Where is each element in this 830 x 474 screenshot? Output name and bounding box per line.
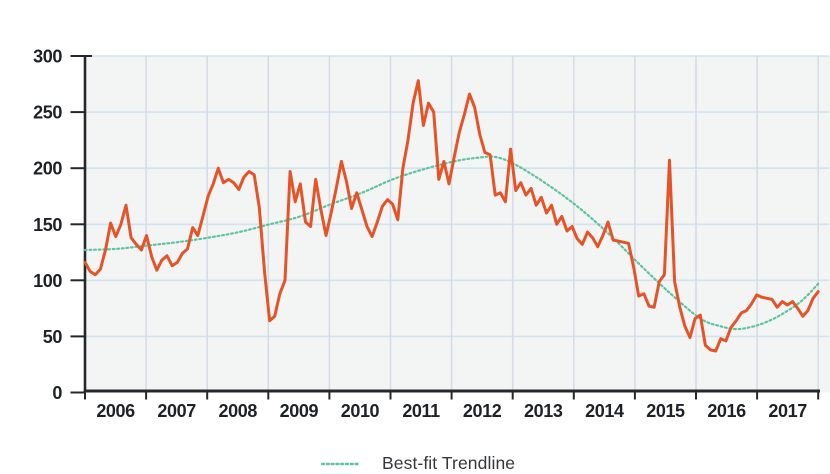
trendline-path [83, 155, 820, 331]
svg-text:2008: 2008 [219, 401, 258, 421]
x-axis-ticks [84, 392, 820, 400]
h-gridlines [85, 55, 829, 338]
svg-text:2012: 2012 [463, 401, 502, 421]
svg-text:100: 100 [33, 271, 62, 291]
svg-text:2009: 2009 [280, 401, 319, 421]
main-series-line [83, 79, 820, 353]
y-axis-ticks [70, 55, 92, 394]
x-axis-labels: 2006 2007 2008 2009 2010 2011 2012 2013 2014 2015… [96, 401, 807, 421]
svg-text:2017: 2017 [768, 401, 807, 421]
svg-text:300: 300 [33, 47, 62, 67]
svg-text:50: 50 [43, 327, 63, 347]
legend: Best-fit Trendline [321, 452, 515, 474]
svg-text:2016: 2016 [707, 401, 746, 421]
y-axis-labels: 0 50 100 150 200 250 300 [33, 47, 63, 404]
svg-text:0: 0 [52, 383, 62, 403]
svg-text:2013: 2013 [524, 401, 563, 421]
svg-text:150: 150 [33, 215, 62, 235]
svg-text:2011: 2011 [402, 401, 440, 421]
svg-text:2010: 2010 [341, 401, 380, 421]
legend-label: Best-fit Trendline [382, 453, 516, 473]
svg-text:200: 200 [33, 159, 62, 179]
svg-text:2007: 2007 [157, 401, 196, 421]
axes [83, 55, 820, 393]
trendline-swatch-icon [321, 462, 361, 466]
svg-text:2006: 2006 [96, 401, 135, 421]
svg-text:250: 250 [33, 103, 62, 123]
svg-text:2014: 2014 [585, 401, 624, 421]
legend-item-trendline[interactable]: Best-fit Trendline [321, 452, 515, 474]
svg-text:2015: 2015 [646, 401, 685, 421]
